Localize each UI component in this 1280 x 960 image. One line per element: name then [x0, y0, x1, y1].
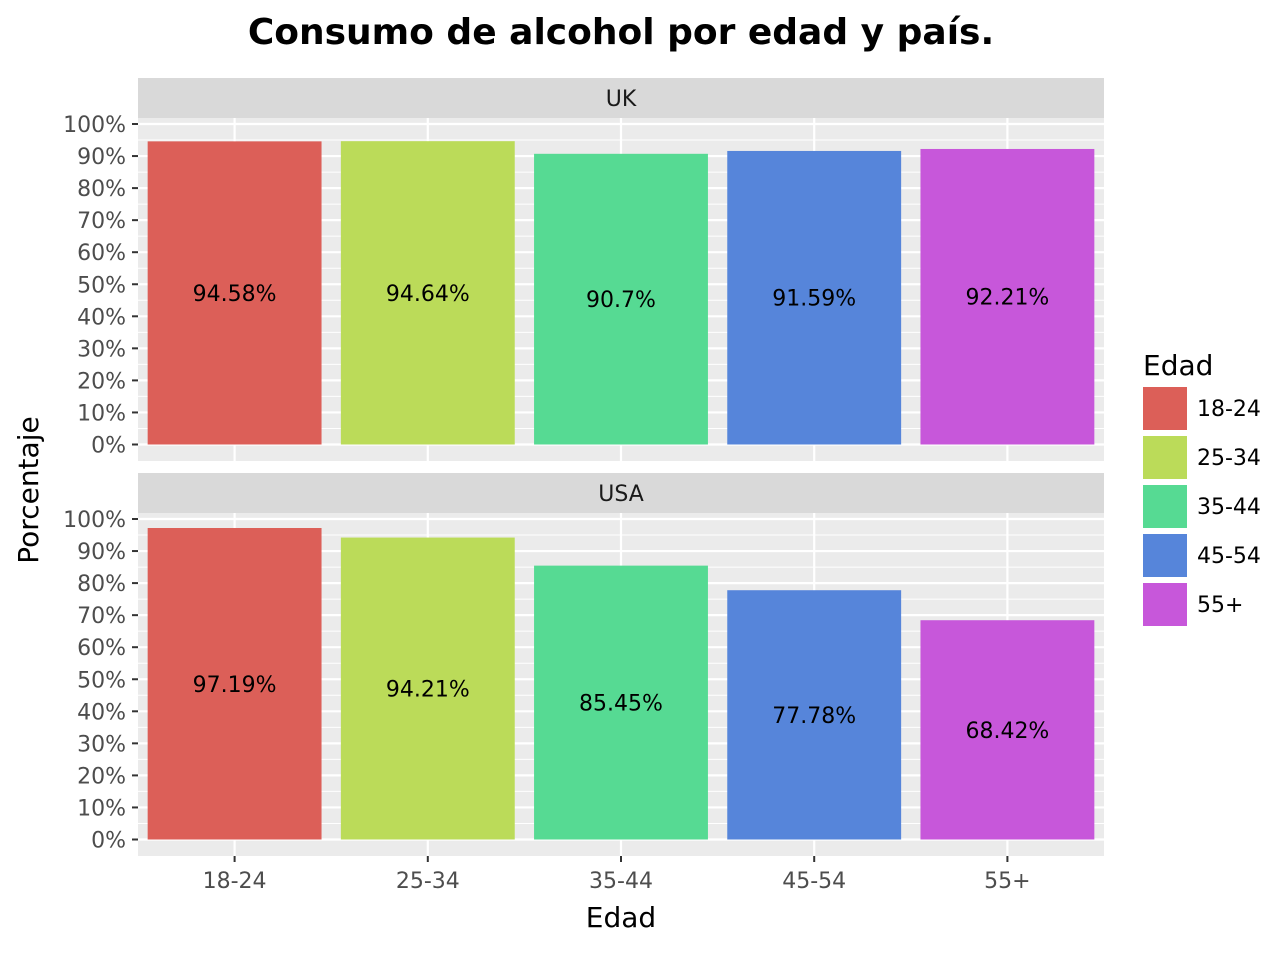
chart-title: Consumo de alcohol por edad y país.: [248, 12, 994, 53]
y-tick-label: 10%: [77, 401, 126, 426]
legend-swatch: [1143, 583, 1187, 626]
y-tick-label: 20%: [77, 764, 126, 789]
bar-data-label: 94.21%: [386, 678, 470, 703]
y-tick-label: 80%: [77, 177, 126, 202]
y-tick-label: 60%: [77, 241, 126, 266]
legend-entry-label: 25-34: [1197, 446, 1261, 471]
bar-data-label: 94.64%: [386, 282, 470, 307]
bar-uk-45-54: [727, 150, 902, 445]
y-tick-label: 20%: [77, 369, 126, 394]
bar-uk-25-34: [340, 141, 515, 445]
facet-panels: UK 0% 10% 20% 30% 40% 50% 60% 70% 80% 90% 100% 94.58…: [63, 78, 1104, 856]
x-tick-label: 25-34: [396, 869, 460, 894]
y-tick-label: 0%: [91, 434, 126, 459]
legend-entry-label: 18-24: [1197, 397, 1261, 422]
bar-usa-18-24: [147, 528, 322, 840]
legend-swatch: [1143, 485, 1187, 528]
bar-data-label: 97.19%: [193, 673, 277, 698]
legend-swatch: [1143, 387, 1187, 430]
bar-data-label: 77.78%: [772, 704, 856, 729]
x-axis: 18-24 25-34 35-44 45-54 55+: [203, 856, 1031, 894]
y-tick-label: 10%: [77, 796, 126, 821]
y-tick-label: 40%: [77, 700, 126, 725]
x-tick-label: 55+: [984, 869, 1030, 894]
y-axis-title: Porcentaje: [12, 416, 45, 563]
bar-usa-45-54: [727, 590, 902, 840]
bar-data-label: 85.45%: [579, 692, 663, 717]
bar-usa-25-34: [340, 537, 515, 840]
legend-title: Edad: [1143, 349, 1213, 382]
legend: Edad 18-24 25-34 35-44 45-54 55+: [1143, 349, 1261, 626]
bar-data-label: 94.58%: [193, 282, 277, 307]
bar-data-label: 68.42%: [965, 719, 1049, 744]
y-tick-label: 90%: [77, 145, 126, 170]
y-tick-label: 100%: [63, 508, 126, 533]
bar-data-label: 90.7%: [586, 288, 656, 313]
bar-uk-18-24: [147, 141, 322, 445]
y-tick-label: 70%: [77, 209, 126, 234]
y-tick-label: 30%: [77, 337, 126, 362]
bar-usa-55+: [920, 620, 1095, 840]
y-tick-label: 30%: [77, 732, 126, 757]
y-tick-label: 100%: [63, 113, 126, 138]
x-tick-label: 45-54: [782, 869, 846, 894]
y-tick-label: 80%: [77, 572, 126, 597]
y-tick-label: 50%: [77, 668, 126, 693]
facet-panel-usa: USA 0% 10% 20% 30% 40% 50% 60% 70% 80% 90% 100% 97.1…: [63, 473, 1104, 856]
y-tick-label: 0%: [91, 829, 126, 854]
x-tick-label: 18-24: [203, 869, 267, 894]
legend-swatch: [1143, 436, 1187, 479]
bar-uk-55+: [920, 148, 1095, 445]
bar-usa-35-44: [534, 565, 708, 840]
bar-uk-35-44: [534, 153, 708, 445]
y-tick-label: 50%: [77, 273, 126, 298]
bar-data-label: 92.21%: [965, 286, 1049, 311]
x-axis-title: Edad: [586, 901, 656, 934]
facet-strip: [138, 78, 1104, 118]
facet-strip-label: UK: [606, 87, 637, 112]
y-tick-label: 40%: [77, 305, 126, 330]
bar-data-label: 91.59%: [772, 287, 856, 312]
legend-swatch: [1143, 534, 1187, 577]
legend-entry-label: 55+: [1197, 593, 1243, 618]
legend-entry-label: 45-54: [1197, 544, 1261, 569]
facet-strip: [138, 473, 1104, 513]
y-tick-label: 70%: [77, 604, 126, 629]
y-tick-label: 60%: [77, 636, 126, 661]
facet-strip-label: USA: [598, 482, 644, 507]
y-tick-label: 90%: [77, 540, 126, 565]
facet-panel-uk: UK 0% 10% 20% 30% 40% 50% 60% 70% 80% 90% 100% 94.58…: [63, 78, 1104, 461]
x-tick-label: 35-44: [589, 869, 653, 894]
legend-entry-label: 35-44: [1197, 495, 1261, 520]
